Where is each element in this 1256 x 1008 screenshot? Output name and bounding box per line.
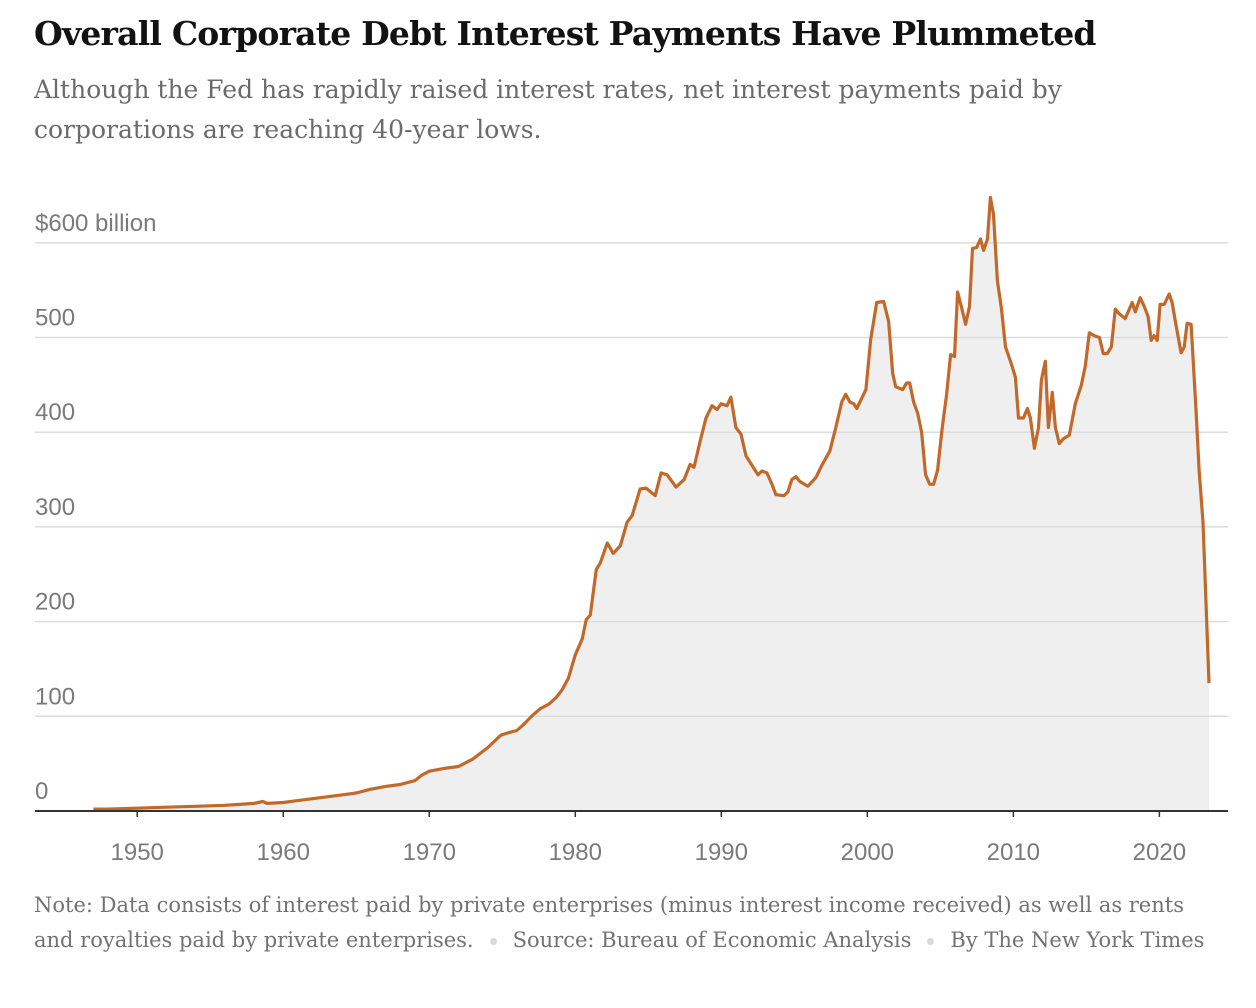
y-tick-label: 500 — [35, 305, 75, 332]
line — [93, 195, 1211, 811]
x-tick-label: 2010 — [987, 839, 1040, 866]
x-tick-label: 1960 — [257, 839, 310, 866]
x-tick-label: 1980 — [549, 839, 602, 866]
source: Source: Bureau of Economic Analysis — [512, 928, 912, 952]
x-tick-label: 1950 — [111, 839, 164, 866]
y-tick-label: 400 — [35, 399, 75, 426]
separator — [489, 938, 497, 945]
x-tick-label: 1990 — [695, 839, 748, 866]
y-tick-label: 100 — [35, 683, 75, 710]
x-tick-label: 1970 — [403, 839, 456, 866]
x-tick-label: 2000 — [841, 839, 894, 866]
note: Note: Data consists of interest paid by … — [34, 893, 1184, 952]
footnote: Note: Data consists of interest paid by … — [34, 888, 1224, 958]
y-tick-label: $600 billion — [35, 210, 156, 237]
chart-title: Overall Corporate Debt Interest Payments… — [34, 14, 1096, 53]
area — [93, 197, 1209, 811]
chart-subtitle: Although the Fed has rapidly raised inte… — [34, 75, 1062, 144]
y-tick-label: 0 — [35, 778, 48, 805]
credit: By The New York Times — [950, 928, 1205, 952]
y-tick-label: 300 — [35, 494, 75, 521]
separator — [927, 938, 935, 945]
chart: 0 100 200 300 400 500 $600 billion 1950 1960 1970… — [35, 195, 1228, 866]
x-tick-label: 2020 — [1133, 839, 1186, 866]
y-tick-label: 200 — [35, 589, 75, 616]
